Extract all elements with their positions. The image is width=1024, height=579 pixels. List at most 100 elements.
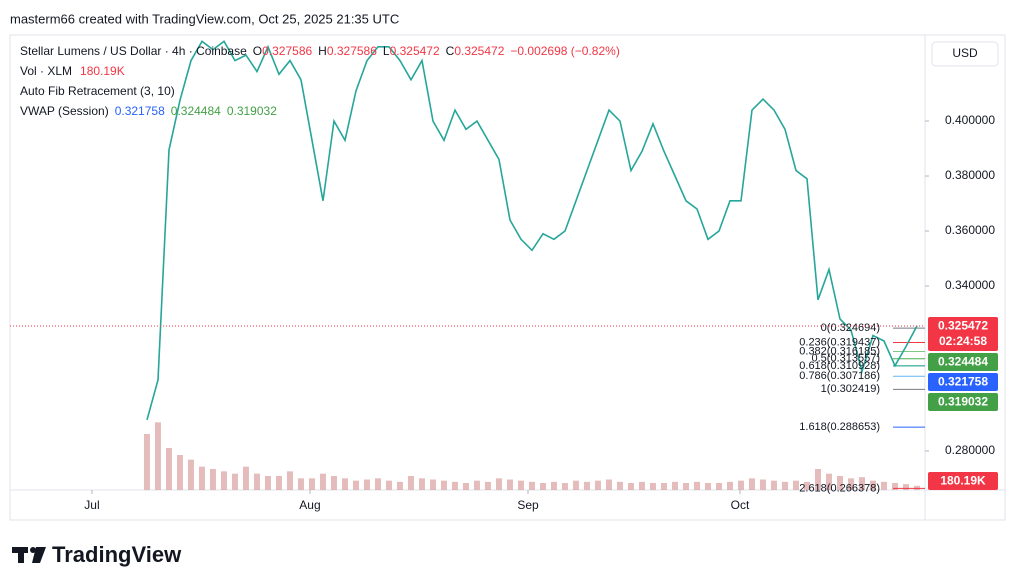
volume-bar bbox=[682, 483, 689, 490]
y-tick-label: 0.380000 bbox=[945, 168, 995, 182]
volume-bar bbox=[814, 469, 821, 490]
legend-item: O bbox=[253, 44, 262, 58]
volume-bar bbox=[517, 480, 524, 490]
volume-bar bbox=[660, 483, 667, 490]
legend-item: 0.319032 bbox=[227, 104, 277, 118]
x-tick-label: Aug bbox=[299, 498, 320, 512]
price-box-label: 0.321758 bbox=[938, 375, 988, 389]
price-box bbox=[928, 316, 998, 351]
legend-item: 0.327586 bbox=[262, 44, 312, 58]
volume-bar bbox=[418, 478, 425, 490]
volume-bar bbox=[847, 478, 854, 490]
volume-bar bbox=[308, 478, 315, 490]
currency[interactable]: USD bbox=[952, 46, 978, 60]
price-box bbox=[928, 372, 998, 391]
volume-bar bbox=[627, 483, 634, 490]
volume-bar bbox=[550, 481, 557, 490]
volume-bar bbox=[737, 480, 744, 490]
price-box bbox=[928, 352, 998, 371]
fib-label: 0(0.324694) bbox=[821, 322, 880, 334]
legend-item: −0.002698 (−0.82%) bbox=[510, 44, 619, 58]
price-box-label: 0.324484 bbox=[938, 355, 988, 369]
volume-bar bbox=[572, 480, 579, 490]
legend-item: C bbox=[446, 44, 455, 58]
volume-bar bbox=[286, 471, 293, 490]
legend-row: VWAP (Session) 0.321758 0.324484 0.319032 bbox=[20, 104, 277, 118]
volume-bar bbox=[440, 480, 447, 490]
volume-bar bbox=[858, 477, 865, 490]
fib-label: 0.5(0.313557) bbox=[812, 353, 881, 365]
volume-bar bbox=[616, 481, 623, 490]
volume-bar bbox=[759, 479, 766, 490]
volume-bar bbox=[649, 483, 656, 490]
y-tick-label: 0.280000 bbox=[945, 443, 995, 457]
volume-bar bbox=[913, 485, 920, 490]
volume-bar bbox=[187, 459, 194, 490]
volume-bar bbox=[297, 478, 304, 490]
fib-label: 0.382(0.316185) bbox=[799, 345, 880, 357]
fib-label: 0.786(0.307186) bbox=[799, 370, 880, 382]
legend-item: Stellar Lumens / US Dollar · 4h · Coinba… bbox=[20, 44, 247, 58]
y-tick-label: 0.340000 bbox=[945, 278, 995, 292]
legend-item: 0.327586 bbox=[327, 44, 377, 58]
volume-bar bbox=[385, 480, 392, 490]
volume-bar bbox=[704, 483, 711, 490]
volume-bar bbox=[781, 481, 788, 490]
legend-item: 0.321758 bbox=[115, 104, 165, 118]
volume-bar bbox=[792, 480, 799, 490]
countdown: 02:24:58 bbox=[939, 334, 987, 348]
volume-bar bbox=[462, 483, 469, 490]
legend-item: 0.325472 bbox=[390, 44, 440, 58]
volume-bar bbox=[891, 483, 898, 490]
plot-area bbox=[143, 40, 925, 490]
volume-bar bbox=[495, 478, 502, 490]
volume-bar bbox=[242, 466, 249, 490]
volume-bar bbox=[638, 481, 645, 490]
volume-bar bbox=[528, 481, 535, 490]
header: masterm66 created with TradingView.com, … bbox=[10, 11, 399, 26]
x-tick-label: Jul bbox=[84, 498, 99, 512]
price-box bbox=[928, 392, 998, 411]
fib-label: 1.618(0.288653) bbox=[799, 421, 880, 433]
volume-bar bbox=[473, 480, 480, 490]
volume-bar bbox=[803, 481, 810, 490]
volume-bar bbox=[715, 483, 722, 490]
volume-bar bbox=[451, 481, 458, 490]
volume-bar bbox=[506, 479, 513, 490]
volume-bar bbox=[748, 478, 755, 490]
fib-label: 2.618(0.266378) bbox=[799, 482, 880, 494]
volume-bar bbox=[583, 481, 590, 490]
volume-bar bbox=[770, 480, 777, 490]
volume-bar bbox=[165, 448, 172, 490]
volume-bar bbox=[836, 476, 843, 490]
legend-row: Auto Fib Retracement (3, 10) bbox=[20, 84, 175, 98]
volume-bar bbox=[693, 481, 700, 490]
currency-button[interactable] bbox=[931, 41, 999, 67]
volume-bar bbox=[374, 478, 381, 490]
price-box-label: 0.325472 bbox=[938, 319, 988, 333]
legend-item: VWAP (Session) bbox=[20, 104, 109, 118]
y-tick-label: 0.400000 bbox=[945, 113, 995, 127]
x-tick-label: Sep bbox=[517, 498, 539, 512]
fib-label: 1(0.302419) bbox=[821, 383, 880, 395]
fib-label: 0.618(0.310928) bbox=[799, 360, 880, 372]
volume-bar bbox=[561, 483, 568, 490]
volume-bar bbox=[594, 480, 601, 490]
volume-bar bbox=[869, 480, 876, 490]
volume-bar bbox=[880, 481, 887, 490]
volume-bar bbox=[275, 476, 282, 490]
volume-bar bbox=[407, 476, 414, 490]
y-tick-label: 0.360000 bbox=[945, 223, 995, 237]
volume-bar bbox=[429, 479, 436, 490]
price-box-label: 0.319032 bbox=[938, 395, 988, 409]
fib-label: 0.236(0.319437) bbox=[799, 336, 880, 348]
volume-bar bbox=[902, 484, 909, 490]
volume-bar bbox=[671, 481, 678, 490]
legend-item: 180.19K bbox=[80, 64, 125, 78]
volume-box-label: 180.19K bbox=[940, 474, 986, 488]
volume-bar bbox=[484, 481, 491, 490]
volume-bar bbox=[198, 466, 205, 490]
legend-item: H bbox=[318, 44, 327, 58]
volume-bar bbox=[539, 483, 546, 490]
